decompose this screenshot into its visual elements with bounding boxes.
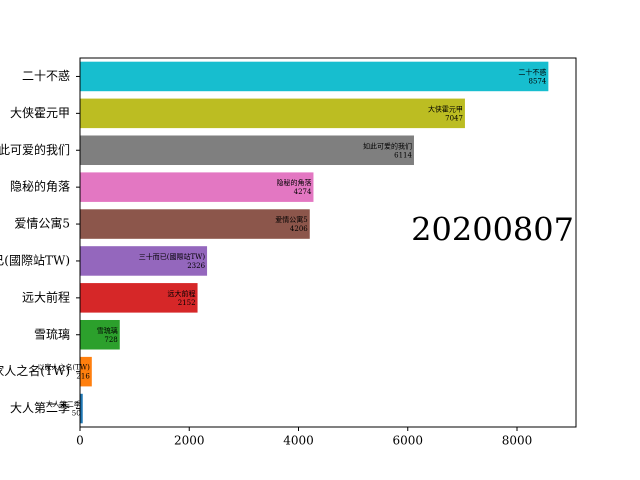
y-tick-label: 雪琉璃 [34,327,70,341]
bar-name-label: 大人第二季 [46,400,81,409]
bar-name-label: 远大前程 [168,289,196,298]
bar [80,172,314,202]
bar-name-label: 二十不惑 [518,67,546,76]
x-tick-label: 8000 [502,434,533,448]
bar-name-label: 雪琉璃 [97,326,118,335]
x-tick-label: 6000 [392,434,423,448]
y-tick-label: 远大前程 [22,289,70,304]
bar [80,356,92,387]
y-tick-label: 以家人之名(TW) [0,363,70,378]
y-tick-label: 二十不惑 [22,69,70,83]
y-tick-label: 爱情公寓5 [14,216,70,231]
bar-value-label: 2152 [178,299,196,307]
bar-value-label: 50 [72,410,81,418]
bar-value-label: 216 [76,373,90,381]
bar-name-label: 如此可爱的我们 [363,141,412,150]
bar-value-label: 6114 [394,151,412,159]
date-annotation: 20200807 [411,211,574,249]
bar-name-label: 隐秘的角落 [276,178,311,187]
bar [80,283,198,313]
x-tick-label: 2000 [174,434,205,448]
bar [80,393,83,424]
plot-frame [79,57,577,428]
y-tick-label: 三十而已(國際站TW) [0,253,70,267]
bar-value-label: 7047 [445,114,463,122]
bar-name-label: 以家人之名(TW) [37,363,90,372]
bar-value-label: 4206 [290,225,308,233]
bar [80,209,310,239]
bar [80,246,208,276]
bar-value-label: 4274 [294,188,312,196]
bar-name-label: 三十而已(國際站TW) [139,252,206,261]
x-tick-label: 0 [76,434,84,448]
bar-value-label: 728 [104,336,117,344]
bar-name-label: 大侠霍元甲 [428,104,463,113]
bar [80,61,549,92]
y-tick-label: 大侠霍元甲 [10,106,70,120]
y-tick-label: 隐秘的角落 [10,179,70,194]
x-tick-label: 4000 [283,434,314,448]
bar [80,319,120,350]
y-tick-label: 如此可爱的我们 [0,142,70,157]
bar-value-label: 8574 [529,77,547,85]
bar-name-label: 爱情公寓5 [275,215,307,224]
bar-value-label: 2326 [187,262,205,270]
bar [80,135,414,166]
y-tick-label: 大人第二季 [10,401,70,415]
bar [80,98,465,129]
